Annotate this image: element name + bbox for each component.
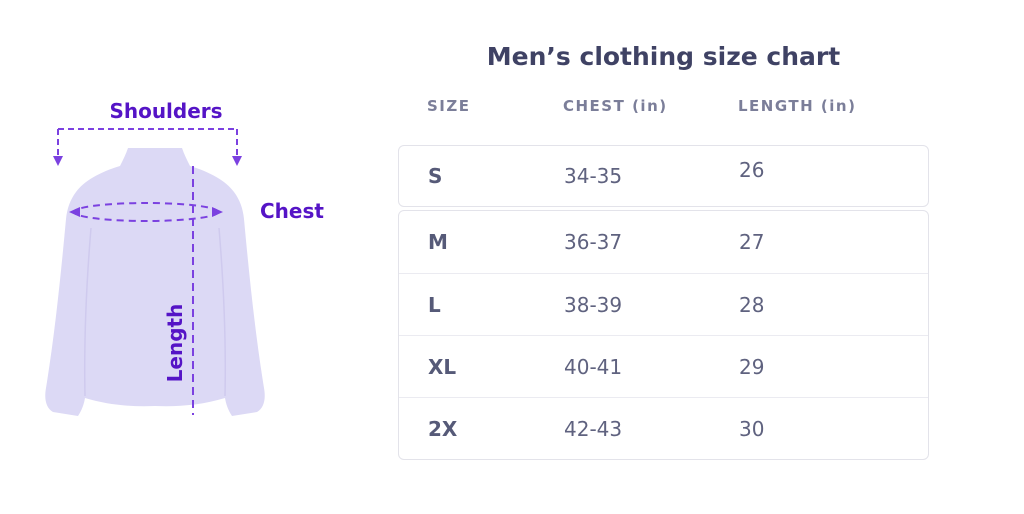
- table-row-group-s: S 34-35 26: [398, 145, 929, 207]
- table-row: M 36-37 27: [399, 211, 928, 273]
- shoulders-arrow-left: [53, 156, 63, 166]
- chest-cell: 36-37: [564, 230, 623, 254]
- shirt-measurement-diagram: Shoulders Chest Length: [0, 0, 380, 514]
- chest-arrow-left: [69, 207, 80, 217]
- table-row: XL 40-41 29: [399, 335, 928, 397]
- table-header-row: SIZE CHEST (in) LENGTH (in): [398, 97, 929, 115]
- chest-arrow-right: [212, 207, 223, 217]
- size-cell: L: [428, 292, 441, 317]
- length-label: Length: [163, 303, 187, 383]
- shirt-silhouette: [45, 148, 265, 416]
- chest-cell: 42-43: [564, 416, 623, 441]
- header-size: SIZE: [427, 97, 471, 115]
- shoulders-label: Shoulders: [109, 99, 223, 123]
- shirt-graphic: [45, 128, 265, 416]
- chest-cell: 34-35: [564, 164, 623, 188]
- length-cell: 29: [739, 354, 765, 379]
- right-sleeve-seam: [218, 227, 226, 397]
- table-row: S 34-35 26: [399, 146, 928, 206]
- chest-label: Chest: [260, 199, 324, 223]
- size-cell: M: [428, 230, 448, 254]
- table-row-group-m-2x: M 36-37 27 L 38-39 28 XL 40-41 29 2X 42-…: [398, 210, 929, 460]
- table-row: L 38-39 28: [399, 273, 928, 335]
- length-cell: 27: [739, 230, 765, 254]
- length-cell: 26: [739, 158, 765, 182]
- chest-cell: 40-41: [564, 354, 623, 379]
- header-length: LENGTH (in): [738, 97, 857, 115]
- size-cell: XL: [428, 354, 457, 379]
- left-sleeve-seam: [84, 227, 92, 397]
- page-title: Men’s clothing size chart: [486, 42, 841, 71]
- size-cell: S: [428, 164, 443, 188]
- size-cell: 2X: [428, 416, 458, 441]
- header-chest: CHEST (in): [563, 97, 668, 115]
- shoulders-arrow-right: [232, 156, 242, 166]
- shoulders-bracket-line: [57, 128, 238, 156]
- chest-cell: 38-39: [564, 292, 623, 317]
- table-row: 2X 42-43 30: [399, 397, 928, 459]
- length-cell: 30: [739, 416, 765, 441]
- length-cell: 28: [739, 292, 765, 317]
